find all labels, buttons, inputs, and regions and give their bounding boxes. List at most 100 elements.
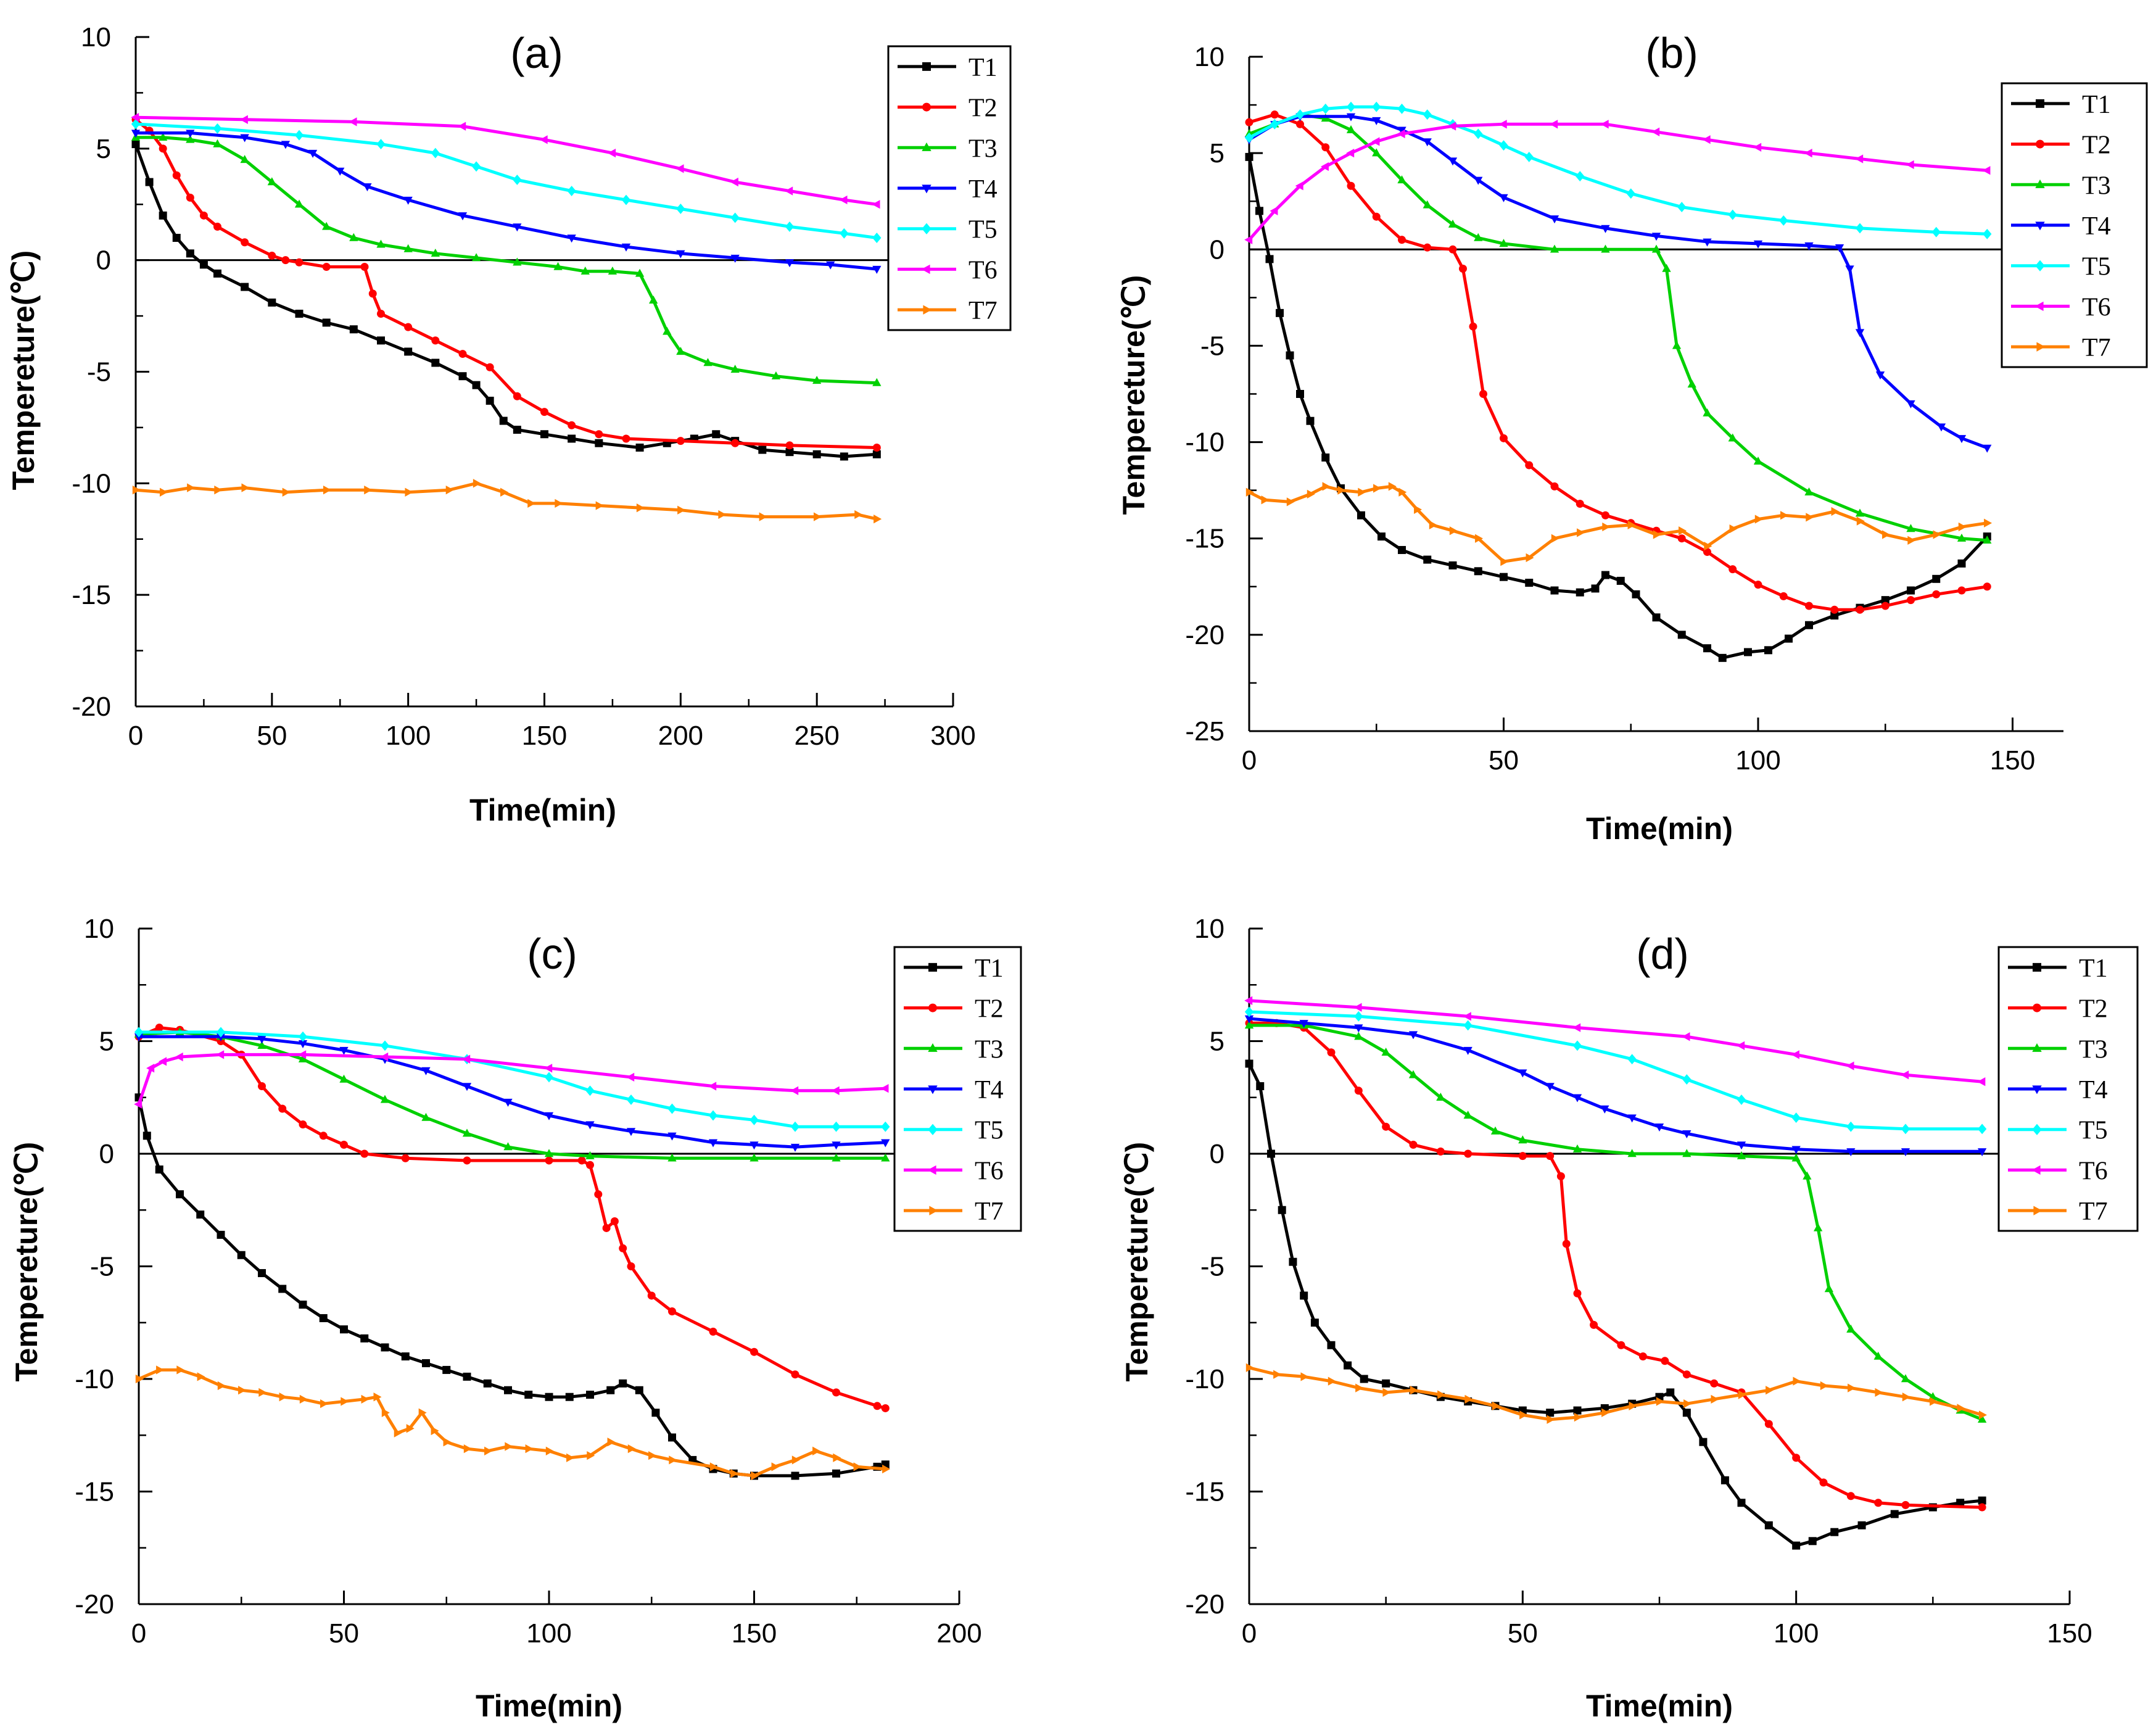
data-point bbox=[1410, 1386, 1418, 1395]
data-point bbox=[401, 1154, 410, 1162]
data-point bbox=[377, 309, 385, 318]
series-T7 bbox=[135, 1365, 891, 1481]
data-point bbox=[1907, 536, 1916, 545]
data-point bbox=[1874, 1499, 1883, 1507]
legend-label-T2: T2 bbox=[2079, 995, 2108, 1024]
y-tick-label: 10 bbox=[1194, 42, 1225, 72]
series-T6 bbox=[134, 1050, 889, 1109]
data-point bbox=[540, 430, 548, 439]
data-point bbox=[1703, 548, 1711, 557]
data-point bbox=[595, 501, 604, 510]
data-point bbox=[1286, 497, 1295, 507]
data-point bbox=[545, 1393, 553, 1401]
data-point bbox=[1632, 590, 1640, 598]
data-point bbox=[376, 139, 386, 150]
data-point bbox=[1398, 487, 1407, 497]
data-point bbox=[1474, 176, 1483, 185]
data-point bbox=[186, 135, 195, 143]
data-point bbox=[1255, 207, 1263, 215]
data-point bbox=[505, 1442, 513, 1451]
legend-marker-T6 bbox=[2031, 1165, 2041, 1175]
data-point bbox=[1835, 244, 1844, 252]
data-point bbox=[1518, 1069, 1527, 1078]
y-tick-label: 5 bbox=[1210, 138, 1225, 168]
y-axis-title: Tempereture(℃) bbox=[6, 250, 41, 490]
data-point bbox=[431, 147, 440, 159]
data-point bbox=[833, 1453, 841, 1462]
legend-marker-T6 bbox=[921, 264, 930, 275]
data-point bbox=[1347, 181, 1355, 190]
data-point bbox=[1328, 1376, 1336, 1386]
data-point bbox=[1857, 1521, 1866, 1529]
legend-marker-T1 bbox=[922, 62, 931, 71]
data-point bbox=[341, 1397, 349, 1406]
data-point bbox=[718, 510, 727, 519]
data-point bbox=[323, 486, 331, 495]
legend-marker-T1 bbox=[2033, 962, 2041, 972]
data-point bbox=[1764, 646, 1772, 655]
data-point bbox=[1377, 532, 1386, 541]
data-point bbox=[790, 1143, 800, 1152]
data-point bbox=[1830, 605, 1839, 614]
data-point bbox=[349, 117, 357, 126]
legend-marker-T1 bbox=[928, 962, 937, 972]
data-point bbox=[1498, 120, 1507, 129]
data-point bbox=[730, 177, 738, 187]
series-line-T2 bbox=[1249, 113, 1988, 611]
y-tick-label: 10 bbox=[81, 22, 111, 52]
data-point bbox=[239, 115, 248, 124]
data-point bbox=[279, 1393, 287, 1402]
legend-label-T2: T2 bbox=[2082, 131, 2111, 160]
data-point bbox=[213, 269, 221, 278]
data-point bbox=[621, 194, 631, 205]
data-point bbox=[216, 1050, 225, 1059]
data-point bbox=[622, 434, 630, 443]
data-point bbox=[626, 1094, 636, 1105]
data-point bbox=[339, 1074, 349, 1083]
data-point bbox=[1355, 1383, 1364, 1393]
series-line-T4 bbox=[136, 131, 877, 271]
series-line-T2 bbox=[134, 118, 877, 449]
data-point bbox=[431, 358, 440, 367]
data-point bbox=[539, 135, 548, 144]
legend-label-T7: T7 bbox=[2079, 1198, 2108, 1226]
data-point bbox=[595, 430, 603, 439]
data-point bbox=[1764, 1420, 1773, 1428]
data-point bbox=[1518, 1152, 1527, 1161]
data-point bbox=[373, 1393, 382, 1402]
data-point bbox=[216, 1033, 226, 1041]
data-point bbox=[1845, 265, 1854, 274]
panel-title: (b) bbox=[1645, 29, 1698, 77]
data-point bbox=[145, 178, 154, 186]
data-point bbox=[159, 144, 167, 153]
data-point bbox=[1601, 571, 1609, 579]
data-point bbox=[874, 515, 882, 524]
data-point bbox=[610, 1217, 619, 1225]
data-point bbox=[1931, 226, 1941, 238]
data-point bbox=[159, 211, 167, 220]
data-point bbox=[1754, 515, 1763, 524]
data-point bbox=[1546, 1409, 1555, 1417]
data-point bbox=[1550, 215, 1559, 224]
series-line-T7 bbox=[135, 481, 877, 521]
x-axis-title: Time(min) bbox=[476, 1689, 622, 1723]
data-point bbox=[1397, 175, 1406, 184]
data-point bbox=[132, 486, 141, 495]
data-point bbox=[1984, 518, 1993, 528]
data-point bbox=[872, 378, 882, 386]
x-tick-label: 250 bbox=[794, 721, 839, 751]
data-point bbox=[213, 139, 222, 147]
data-point bbox=[463, 1156, 471, 1165]
data-point bbox=[758, 445, 767, 454]
data-point bbox=[187, 483, 196, 492]
data-point bbox=[299, 1301, 307, 1309]
data-point bbox=[832, 1121, 841, 1132]
data-point bbox=[1737, 1151, 1746, 1159]
x-tick-label: 150 bbox=[522, 721, 567, 751]
data-point bbox=[1703, 408, 1712, 416]
y-tick-label: -10 bbox=[1185, 1364, 1225, 1394]
data-point bbox=[238, 1386, 247, 1395]
data-point bbox=[1653, 530, 1661, 539]
data-point bbox=[1711, 1394, 1719, 1404]
data-point bbox=[155, 1024, 163, 1032]
